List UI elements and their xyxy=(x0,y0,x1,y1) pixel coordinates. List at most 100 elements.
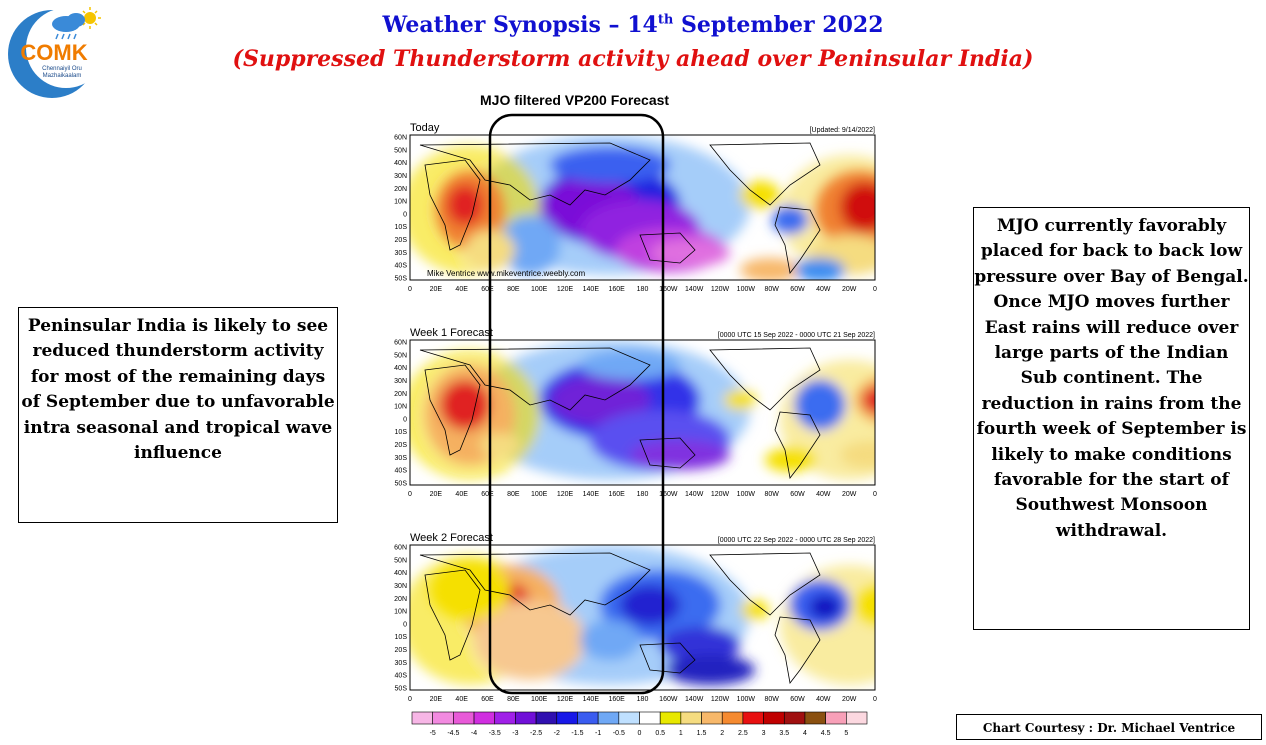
lat-label: 30N xyxy=(394,378,407,385)
lat-label: 30S xyxy=(395,250,408,257)
lat-label: 40S xyxy=(395,263,408,270)
lat-label: 50N xyxy=(394,147,407,154)
lon-label: 20E xyxy=(430,286,443,293)
colorbar-swatch xyxy=(494,711,516,725)
lon-label: 140E xyxy=(583,286,600,293)
lon-label: 60W xyxy=(790,286,805,293)
lat-label: 10N xyxy=(394,404,407,411)
lon-label: 160W xyxy=(659,286,678,293)
lat-label: 20N xyxy=(394,596,407,603)
lat-label: 10S xyxy=(395,429,408,436)
colorbar-swatch xyxy=(804,711,826,725)
lat-label: 50S xyxy=(395,686,408,693)
colorbar-label: 1 xyxy=(679,730,683,737)
mjo-highlight-box xyxy=(488,113,665,695)
map-panel: Week 2 Forecast [0000 UTC 22 Sep 2022 - 0… xyxy=(394,532,877,703)
lon-label: 60E xyxy=(481,491,494,498)
colorbar-label: 0 xyxy=(638,730,642,737)
lon-label: 180 xyxy=(637,286,649,293)
lat-label: 10S xyxy=(395,634,408,641)
lon-label: 140E xyxy=(583,696,600,703)
colorbar-label: 2.5 xyxy=(738,730,748,737)
lat-label: 0 xyxy=(403,621,407,628)
lon-label: 80W xyxy=(764,491,779,498)
colorbar-label: 4.5 xyxy=(821,730,831,737)
colorbar-swatch xyxy=(432,711,454,725)
panel-label: Week 1 Forecast xyxy=(410,327,493,339)
colorbar-label: 3.5 xyxy=(779,730,789,737)
lat-label: 50N xyxy=(394,557,407,564)
colorbar-swatch xyxy=(577,711,599,725)
colorbar-swatch xyxy=(721,711,744,725)
colorbar-label: -4.5 xyxy=(447,730,459,737)
lat-label: 0 xyxy=(403,211,407,218)
lon-label: 140E xyxy=(583,491,600,498)
sun-icon xyxy=(79,7,101,29)
lat-label: 50N xyxy=(394,352,407,359)
lat-label: 40S xyxy=(395,673,408,680)
lon-label: 20E xyxy=(430,696,443,703)
lon-label: 20W xyxy=(842,286,857,293)
lon-label: 60E xyxy=(481,286,494,293)
colorbar-label: -5 xyxy=(430,730,436,737)
lon-label: 80W xyxy=(764,696,779,703)
lon-label: 40W xyxy=(816,286,831,293)
title-text-suffix: September 2022 xyxy=(673,12,884,38)
logo-text: COMK xyxy=(20,40,87,65)
lon-label: 20W xyxy=(842,696,857,703)
lon-label: 180 xyxy=(637,696,649,703)
colorbar-swatch xyxy=(618,711,640,725)
colorbar-swatch xyxy=(597,711,620,725)
colorbar-swatch xyxy=(473,711,496,725)
lon-label: 140W xyxy=(685,696,704,703)
title-superscript: th xyxy=(657,12,674,28)
lon-label: 160W xyxy=(659,491,678,498)
colorbar-swatch xyxy=(846,711,868,725)
colorbar-swatch xyxy=(411,711,433,725)
page-title: Weather Synopsis – 14th September 2022 xyxy=(0,12,1266,38)
lon-label: 120E xyxy=(557,286,574,293)
lon-label: 120E xyxy=(557,491,574,498)
lon-label: 100E xyxy=(531,491,548,498)
colorbar-swatch xyxy=(556,711,578,725)
colorbar-label: 3 xyxy=(762,730,766,737)
colorbar-label: -1.5 xyxy=(571,730,583,737)
lon-label: 0 xyxy=(408,491,412,498)
colorbar-label: -1 xyxy=(595,730,601,737)
panel-date-label: [Updated: 9/14/2022] xyxy=(810,127,875,134)
logo-tagline-2: Mazhaikaalam xyxy=(43,73,82,79)
colorbar-swatch xyxy=(515,711,537,725)
lat-label: 20S xyxy=(395,647,408,654)
lat-label: 10S xyxy=(395,224,408,231)
colorbar-swatch xyxy=(453,711,475,725)
lon-label: 100W xyxy=(737,491,756,498)
colorbar-label: 1.5 xyxy=(697,730,707,737)
lon-label: 180 xyxy=(637,491,649,498)
map-panel: Today [Updated: 9/14/2022] 60N 50N 40N 30N 20N… xyxy=(394,122,877,293)
lat-label: 30S xyxy=(395,660,408,667)
lon-label: 160E xyxy=(608,286,625,293)
lat-label: 0 xyxy=(403,416,407,423)
chart-title: MJO filtered VP200 Forecast xyxy=(480,92,670,108)
panel-label: Week 2 Forecast xyxy=(410,532,493,544)
comk-logo: COMK Chennaiyil Oru Mazhaikaalam xyxy=(8,7,104,98)
lat-label: 20N xyxy=(394,186,407,193)
lon-label: 20E xyxy=(430,491,443,498)
lat-label: 60N xyxy=(394,545,407,552)
right-note-box: MJO currently favorably placed for back … xyxy=(973,207,1250,630)
lon-label: 120W xyxy=(711,696,730,703)
cloud-icon xyxy=(52,13,85,40)
page-subtitle: (Suppressed Thunderstorm activity ahead … xyxy=(232,46,1034,72)
lon-label: 120W xyxy=(711,286,730,293)
lat-label: 20S xyxy=(395,237,408,244)
lon-label: 40E xyxy=(455,696,468,703)
colorbar-label: -4 xyxy=(471,730,477,737)
panel-label: Today xyxy=(410,122,440,134)
lon-label: 40W xyxy=(816,696,831,703)
colorbar-label: 5 xyxy=(844,730,848,737)
lat-label: 30S xyxy=(395,455,408,462)
lon-label: 80E xyxy=(507,491,520,498)
colorbar-swatch xyxy=(659,711,682,725)
lon-label: 80E xyxy=(507,286,520,293)
lon-label: 140W xyxy=(685,286,704,293)
